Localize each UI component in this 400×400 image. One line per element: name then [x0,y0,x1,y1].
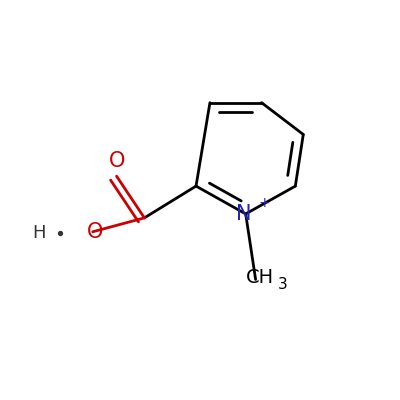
Text: H: H [32,224,46,242]
Text: CH: CH [246,268,274,287]
Text: O: O [86,222,103,242]
Text: O: O [108,151,125,171]
Text: N: N [236,204,252,224]
Text: +: + [259,196,270,210]
Text: 3: 3 [278,277,288,292]
